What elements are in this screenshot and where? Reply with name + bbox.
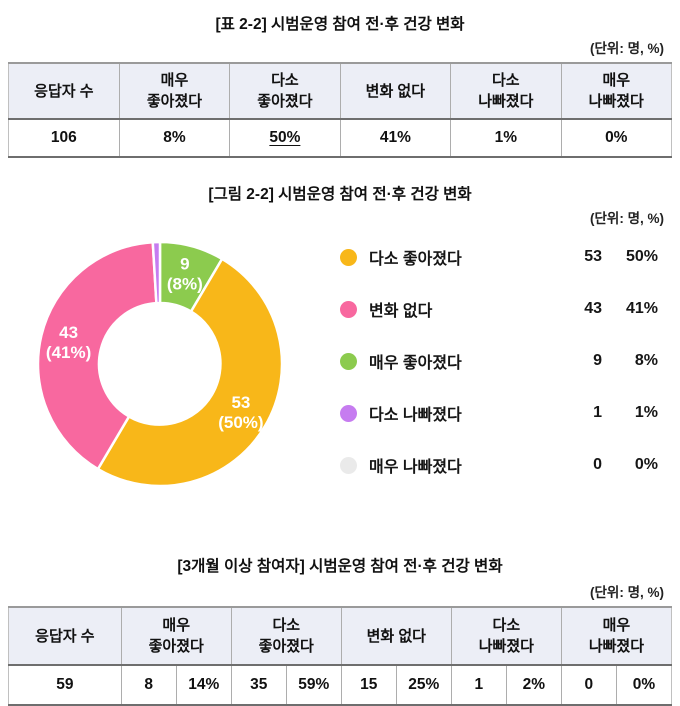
- donut-chart-container: 9 (8%) 53 (50%) 43 (41%): [0, 233, 330, 500]
- table2-data-row: 59 8 14% 35 59% 15 25% 1 2% 0 0%: [9, 665, 672, 705]
- header-no-change: 변화 없다: [340, 607, 452, 666]
- report-page: [표 2-2] 시범운영 참여 전·후 건강 변화 (단위: 명, %) 응답자…: [0, 14, 680, 706]
- donut-slice: [36, 240, 158, 471]
- value-cell: 50%: [229, 119, 341, 157]
- percent-cell: 0%: [615, 665, 672, 705]
- percent-cell: 25%: [395, 665, 452, 705]
- legend-row: 변화 없다 43 41%: [340, 298, 658, 320]
- respondents-count-cell: 59: [56, 676, 74, 693]
- underlined-value: 50%: [269, 129, 301, 146]
- donut-chart: 9(8%) 53(50%) 43(41%): [36, 240, 284, 488]
- count-cell: 8: [120, 665, 177, 705]
- table1-title: [표 2-2] 시범운영 참여 전·후 건강 변화: [215, 16, 465, 33]
- legend-label: 변화 없다: [369, 303, 433, 320]
- header-respondents: 응답자 수: [8, 63, 120, 120]
- legend-percent: 50%: [625, 248, 658, 265]
- slice-label: (50%): [218, 413, 263, 432]
- figure-unit-label: (단위: 명, %): [589, 211, 664, 226]
- legend-color-dot: [340, 352, 357, 370]
- figure-title: [그림 2-2] 시범운영 참여 전·후 건강 변화: [208, 186, 472, 203]
- legend-count: 1: [593, 404, 602, 421]
- legend-count: 53: [584, 248, 602, 265]
- header-somewhat-worse: 다소 나빠졌다: [450, 63, 562, 120]
- header-somewhat-better: 다소 좋아졌다: [230, 607, 342, 666]
- header-much-better: 매우 좋아졌다: [118, 63, 230, 120]
- legend-percent: 8%: [634, 352, 658, 369]
- donut-slice: [96, 257, 284, 488]
- legend-color-dot: [340, 404, 357, 422]
- table1-unit-label: (단위: 명, %): [589, 41, 664, 56]
- header-much-worse: 매우 나빠졌다: [560, 607, 672, 666]
- count-cell: 1: [450, 665, 507, 705]
- percent-cell: 14%: [175, 665, 232, 705]
- legend-percent: 41%: [625, 300, 658, 317]
- legend-count: 0: [593, 456, 602, 473]
- header-respondents: 응답자 수: [8, 607, 122, 666]
- table1-data-row: 106 8% 50% 41% 1% 0%: [9, 119, 672, 157]
- donut-slice: [151, 240, 162, 305]
- legend-label: 다소 좋아졌다: [369, 251, 462, 268]
- value-cell: 0%: [560, 119, 672, 157]
- legend-color-dot: [340, 456, 357, 474]
- figure-chart-row: 9 (8%) 53 (50%) 43 (41%) 다소 좋아졌다 53 50% 변화 없다…: [0, 233, 680, 506]
- legend-label: 매우 나빠졌다: [369, 459, 462, 476]
- percent-cell: 59%: [285, 665, 342, 705]
- header-somewhat-worse: 다소 나빠졌다: [450, 607, 562, 666]
- percent-cell: 2%: [505, 665, 562, 705]
- count-cell: 15: [340, 665, 397, 705]
- respondents-count-cell: 106: [50, 129, 77, 146]
- value-cell: 8%: [118, 119, 230, 157]
- legend-row: 다소 나빠졌다 1 1%: [340, 402, 658, 424]
- header-much-better: 매우 좋아졌다: [120, 607, 232, 666]
- table2-header-row: 응답자 수 매우 좋아졌다 다소 좋아졌다 변화 없다 다소 나빠졌다 매우 나빠졌다: [8, 607, 672, 666]
- value-cell: 1%: [450, 119, 562, 157]
- legend-label: 다소 나빠졌다: [369, 407, 462, 424]
- slice-label: 43: [59, 323, 78, 342]
- legend-percent: 0%: [634, 456, 658, 473]
- legend-label: 매우 좋아졌다: [369, 355, 462, 372]
- table2-unit-label: (단위: 명, %): [589, 585, 664, 600]
- value-cell: 41%: [339, 119, 451, 157]
- legend-percent: 1%: [634, 404, 658, 421]
- count-cell: 0: [560, 665, 617, 705]
- table1-header-row: 응답자 수 매우 좋아졌다 다소 좋아졌다 변화 없다 다소 나빠졌다 매우 나빠졌다: [8, 63, 672, 120]
- legend-color-dot: [340, 248, 357, 266]
- header-much-worse: 매우 나빠졌다: [560, 63, 672, 120]
- legend-row: 매우 나빠졌다 0 0%: [340, 454, 658, 476]
- legend-count: 43: [584, 300, 602, 317]
- slice-label: 53: [231, 393, 250, 412]
- table1: 응답자 수 매우 좋아졌다 다소 좋아졌다 변화 없다 다소 나빠졌다 매우 나빠졌다 …: [8, 62, 672, 158]
- legend-count: 9: [593, 352, 602, 369]
- legend-row: 다소 좋아졌다 53 50%: [340, 246, 658, 268]
- header-no-change: 변화 없다: [339, 63, 451, 120]
- chart-legend: 다소 좋아졌다 53 50% 변화 없다 43 41% 매우 좋아졌다 9 8%…: [330, 233, 680, 506]
- slice-label: 9: [180, 254, 189, 273]
- legend-color-dot: [340, 300, 357, 318]
- slice-label: (41%): [46, 343, 91, 362]
- count-cell: 35: [230, 665, 287, 705]
- table2-title: [3개월 이상 참여자] 시범운영 참여 전·후 건강 변화: [177, 558, 503, 575]
- slice-label: (8%): [167, 274, 203, 293]
- header-somewhat-better: 다소 좋아졌다: [229, 63, 341, 120]
- table2: 응답자 수 매우 좋아졌다 다소 좋아졌다 변화 없다 다소 나빠졌다 매우 나빠졌다 …: [8, 606, 672, 706]
- legend-row: 매우 좋아졌다 9 8%: [340, 350, 658, 372]
